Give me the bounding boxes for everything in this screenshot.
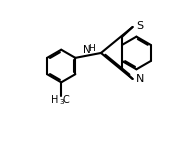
Text: C: C <box>62 95 69 105</box>
Text: S: S <box>136 21 143 31</box>
Text: H: H <box>51 95 59 105</box>
Text: 3: 3 <box>59 99 64 105</box>
Text: N: N <box>83 45 91 55</box>
Text: N: N <box>136 74 144 84</box>
Text: H: H <box>88 44 95 53</box>
